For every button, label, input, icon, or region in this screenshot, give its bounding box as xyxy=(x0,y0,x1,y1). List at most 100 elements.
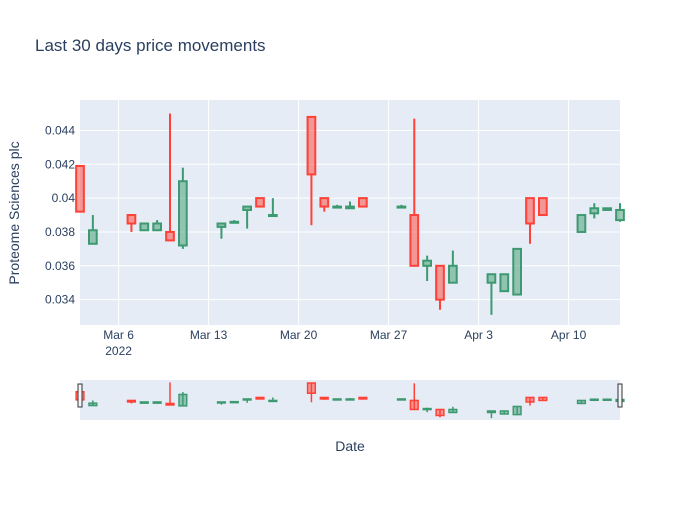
mini-candle-body xyxy=(319,396,329,400)
mini-candle-body xyxy=(139,401,149,404)
candle-body xyxy=(152,222,163,232)
candle-decreasing xyxy=(126,214,137,232)
y-tick-label: 0.042 xyxy=(45,157,75,171)
candle-decreasing xyxy=(255,197,265,208)
mini-candle xyxy=(435,408,445,418)
mini-candle-body xyxy=(358,396,368,400)
candle-increasing xyxy=(242,205,253,229)
candle-body xyxy=(396,205,407,209)
x-axis-title: Date xyxy=(335,438,365,454)
candle-body xyxy=(229,220,240,224)
candle-increasing xyxy=(396,204,407,209)
y-tick-label: 0.036 xyxy=(45,259,75,273)
candle-body xyxy=(319,197,330,208)
y-tick-label: 0.04 xyxy=(52,191,76,205)
mini-candle xyxy=(255,396,265,400)
candle-increasing xyxy=(512,247,522,296)
mini-candle-body xyxy=(499,410,509,415)
candle-decreasing xyxy=(525,197,535,244)
candle-decreasing xyxy=(435,264,445,310)
candle-body xyxy=(255,197,265,208)
mini-candle-body xyxy=(242,398,252,401)
chart-title: Last 30 days price movements xyxy=(35,36,266,55)
candle-decreasing xyxy=(165,113,175,242)
range-slider-handle-right[interactable] xyxy=(617,383,623,408)
mini-candle xyxy=(165,382,175,406)
candle-body xyxy=(165,230,175,242)
candle-increasing xyxy=(152,220,163,232)
candle-increasing xyxy=(88,215,98,245)
candle-body xyxy=(499,273,510,293)
candle-increasing xyxy=(229,220,240,224)
mini-candle-body xyxy=(152,401,162,404)
mini-candle-body xyxy=(589,398,599,401)
mini-candle-body xyxy=(345,398,355,401)
x-tick-label: Mar 6 xyxy=(103,328,134,342)
candle-increasing xyxy=(602,207,612,211)
candle-body xyxy=(448,264,458,284)
candle-increasing xyxy=(589,203,600,219)
mini-candle xyxy=(139,401,149,404)
mini-candle xyxy=(268,397,278,403)
candle-body xyxy=(268,214,278,218)
candle-body xyxy=(602,207,612,211)
candle-decreasing xyxy=(358,197,368,208)
mini-candle-body xyxy=(229,400,239,404)
mini-candle xyxy=(242,398,252,403)
candle-body xyxy=(615,208,625,222)
candle-body xyxy=(139,222,150,232)
x-tick-label: Mar 27 xyxy=(370,328,408,342)
candle-increasing xyxy=(178,167,188,249)
mini-candle xyxy=(602,398,612,401)
candle-body xyxy=(576,214,587,233)
mini-candle xyxy=(576,399,587,405)
mini-candle xyxy=(229,400,239,404)
mini-candle-body xyxy=(396,398,407,401)
mini-candle-body xyxy=(422,407,432,411)
mini-candle-body xyxy=(602,398,612,401)
x-tick-label: Mar 13 xyxy=(190,328,228,342)
candle-body xyxy=(126,214,137,225)
mini-candle xyxy=(499,410,509,415)
y-tick-label: 0.044 xyxy=(45,123,75,137)
candle-body xyxy=(409,214,420,267)
mini-candle xyxy=(178,392,188,407)
candle-body xyxy=(345,205,355,210)
mini-candle xyxy=(332,398,342,401)
candle-body xyxy=(525,197,535,225)
candle-decreasing xyxy=(75,164,85,213)
candle-increasing xyxy=(576,214,587,233)
mini-candle-body xyxy=(126,399,137,403)
mini-candle-body xyxy=(268,399,278,403)
mini-candle xyxy=(216,401,227,405)
x-tick-label: Mar 20 xyxy=(280,328,318,342)
mini-candle-body xyxy=(306,382,317,394)
mini-candle-body xyxy=(512,405,522,416)
mini-candle xyxy=(422,407,432,413)
mini-candle-body xyxy=(409,399,419,411)
mini-candle xyxy=(512,405,522,416)
mini-candle-body xyxy=(88,402,98,407)
range-slider-candles xyxy=(75,382,625,419)
y-axis: 0.034 0.036 0.038 0.04 0.042 0.044 xyxy=(45,123,75,306)
mini-candle xyxy=(152,401,162,404)
mini-candle xyxy=(538,396,548,402)
candle-body xyxy=(512,247,522,296)
candle-increasing xyxy=(615,203,625,222)
mini-candle-body xyxy=(538,396,548,402)
mini-candle xyxy=(589,398,599,402)
y-tick-label: 0.034 xyxy=(45,293,75,307)
candle-increasing xyxy=(139,222,150,232)
mini-candle xyxy=(306,382,317,403)
candle-body xyxy=(306,115,317,176)
candle-body xyxy=(589,207,600,215)
candle-decreasing xyxy=(538,197,548,217)
mini-candle xyxy=(448,406,458,414)
range-slider-handle-left[interactable] xyxy=(77,383,83,408)
mini-candle-body xyxy=(332,398,342,401)
x-axis: Mar 6 2022 Mar 13 Mar 20 Mar 27 Apr 3 Apr 10 xyxy=(103,328,586,358)
x-tick-label: Apr 10 xyxy=(551,328,587,342)
candle-body xyxy=(435,264,445,301)
